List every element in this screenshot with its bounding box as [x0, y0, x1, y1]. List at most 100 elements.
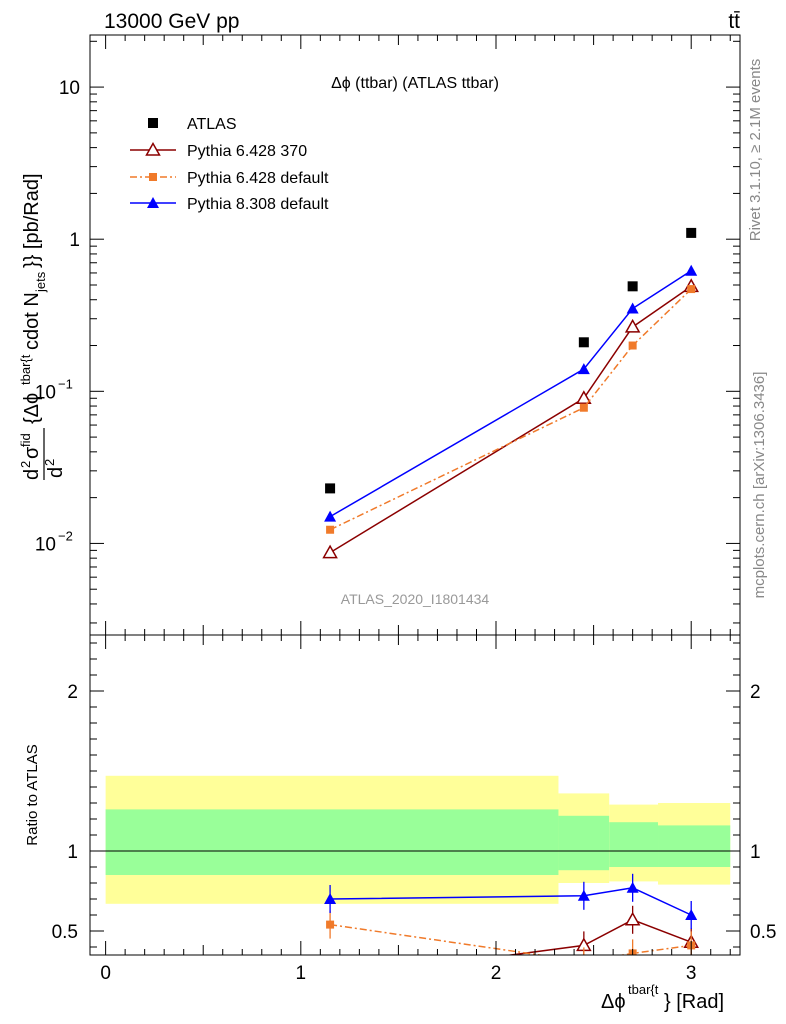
- main-data-point: [324, 510, 337, 522]
- main-data-layer: [322, 227, 699, 559]
- ratio-series-line: [329, 923, 692, 955]
- svg-text:fid: fid: [18, 433, 33, 447]
- svg-text:tbar{t: tbar{t: [628, 982, 659, 997]
- main-y-tick-base: 10: [35, 382, 56, 403]
- main-data-point: [578, 337, 589, 348]
- ratio-panel: 0.5 0.5 1 1 2 2 0 1 2 3 Ratio to ATLAS Δϕ tbar{t …: [24, 634, 776, 1013]
- main-data-point: [687, 285, 696, 294]
- svg-text:{Δϕ: {Δϕ: [21, 393, 43, 424]
- legend-label: Pythia 6.428 default: [187, 170, 329, 187]
- svg-text:cdot N: cdot N: [21, 292, 43, 350]
- ratio-data-point: [580, 957, 588, 965]
- ratio-x-tick-label: 0: [100, 963, 111, 984]
- svg-text:} [Rad]: } [Rad]: [664, 991, 724, 1013]
- main-series-line: [329, 288, 692, 531]
- main-data-point: [686, 227, 697, 238]
- main-data-point: [576, 390, 592, 405]
- header-right: tt̄: [728, 10, 740, 33]
- main-data-point: [326, 525, 335, 534]
- ratio-y-tick-label-right: 2: [750, 682, 761, 703]
- legend-marker: [145, 141, 161, 156]
- svg-text:Δϕ: Δϕ: [601, 991, 626, 1013]
- mcplots-label: mcplots.cern.ch [arXiv:1306.3436]: [751, 372, 768, 599]
- main-data-point: [322, 544, 338, 559]
- ratio-data-point: [624, 911, 641, 926]
- legend-label: ATLAS: [187, 116, 237, 133]
- main-data-point: [624, 318, 641, 333]
- main-series-1: [322, 278, 699, 559]
- ratio-y-tick-label: 2: [67, 682, 78, 703]
- main-data-point: [627, 281, 638, 292]
- legend: ATLAS Pythia 6.428 370 Pythia 6.428 defaul…: [130, 116, 329, 213]
- main-data-point: [626, 302, 639, 314]
- main-series-0: [325, 227, 697, 494]
- ratio-y-tick-label: 1: [67, 842, 78, 863]
- legend-label: Pythia 6.428 370: [187, 143, 307, 160]
- main-title: Δϕ (ttbar) (ATLAS ttbar): [331, 75, 499, 92]
- ratio-band-green: [609, 822, 659, 867]
- ratio-series-line: [505, 918, 692, 955]
- main-series-2: [326, 285, 696, 534]
- main-y-tick-base: 10: [59, 78, 80, 99]
- rivet-label: Rivet 3.1.10, ≥ 2.1M events: [747, 59, 764, 242]
- header-left: 13000 GeV pp: [104, 10, 239, 33]
- ratio-data-point: [626, 881, 639, 893]
- legend-entry: ATLAS: [148, 116, 237, 133]
- ratio-y-tick-label: 0.5: [52, 922, 78, 943]
- ratio-bands-layer: [90, 775, 740, 904]
- svg-text:2: 2: [18, 461, 33, 468]
- ratio-x-tick-label: 2: [491, 963, 502, 984]
- svg-text:2: 2: [42, 459, 57, 466]
- ratio-data-point: [685, 909, 698, 920]
- ratio-band-green: [558, 815, 610, 871]
- main-data-point: [325, 483, 336, 494]
- svg-text:σ: σ: [21, 446, 43, 459]
- ratio-axes: 0.5 0.5 1 1 2 2 0 1 2 3: [52, 635, 776, 984]
- legend-label: Pythia 8.308 default: [187, 196, 329, 213]
- ratio-frame: [89, 634, 741, 956]
- legend-marker: [147, 197, 159, 208]
- main-y-tick-label: 10 −2: [35, 528, 73, 555]
- ratio-x-tick-label: 1: [296, 963, 307, 984]
- legend-entry: Pythia 6.428 370: [130, 141, 307, 160]
- main-y-tick-base: 10: [35, 534, 56, 555]
- main-series-line: [329, 270, 692, 518]
- ratio-y-tick-label-right: 1: [750, 842, 761, 863]
- main-watermark: ATLAS_2020_I1801434: [341, 591, 490, 607]
- ratio-data-point: [577, 889, 590, 901]
- main-y-tick-base: 1: [69, 230, 80, 251]
- main-data-point: [577, 363, 590, 375]
- ratio-x-axis-label: Δϕ tbar{t } [Rad]: [601, 982, 724, 1013]
- ratio-series-0: [505, 905, 699, 955]
- ratio-y-axis-label: Ratio to ATLAS: [24, 744, 41, 845]
- svg-text:tbar{t: tbar{t: [18, 354, 33, 385]
- legend-entry: Pythia 6.428 default: [130, 170, 329, 187]
- ratio-data-point: [324, 893, 337, 904]
- ratio-data-point: [326, 920, 335, 929]
- ratio-series-2: [324, 873, 698, 929]
- main-series-3: [324, 264, 698, 522]
- svg-text:d: d: [45, 467, 67, 478]
- ratio-band-green: [105, 809, 559, 875]
- ratio-series-line: [330, 887, 692, 916]
- ratio-series-1: [326, 910, 696, 965]
- svg-text:d: d: [21, 469, 43, 480]
- ratio-band-green: [658, 825, 731, 867]
- svg-text:}} [pb/Rad]: }} [pb/Rad]: [21, 173, 43, 268]
- legend-entry: Pythia 8.308 default: [130, 196, 329, 213]
- main-series-line: [329, 285, 692, 554]
- main-y-tick-exponent: −1: [58, 376, 73, 391]
- main-data-point: [628, 341, 637, 350]
- main-data-point: [579, 403, 588, 412]
- ratio-x-tick-label: 3: [686, 963, 697, 984]
- svg-text:jets: jets: [33, 271, 48, 293]
- main-data-point: [685, 264, 698, 276]
- main-y-tick-label: 10: [59, 78, 80, 99]
- legend-marker: [148, 118, 158, 128]
- legend-marker: [149, 173, 157, 181]
- main-y-axis-label: d 2 σ fid {Δϕ tbar{t cdot N jets }} [pb/…: [18, 173, 67, 480]
- ratio-y-tick-label-right: 0.5: [750, 922, 776, 943]
